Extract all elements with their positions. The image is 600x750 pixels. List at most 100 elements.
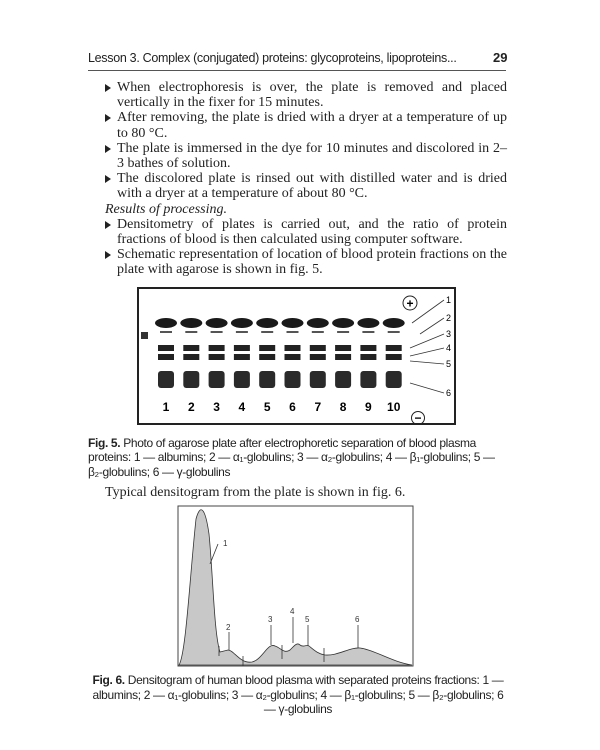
gel-lane: 9 [357, 317, 380, 414]
fig6-intro: Typical densitogram from the plate is sh… [105, 485, 406, 501]
albumin-band [205, 317, 228, 328]
beta-band [335, 353, 352, 360]
alpha2-band [360, 344, 377, 351]
band-label: 4 [446, 343, 451, 353]
band-leader-line [409, 382, 445, 394]
alpha2-band [208, 344, 225, 351]
gamma-band [208, 370, 225, 388]
band-label: 2 [446, 313, 451, 323]
header-rule [88, 70, 506, 71]
gel-lane: 2 [180, 317, 203, 414]
fig6-caption: Fig. 6. Densitogram of human blood plasm… [88, 673, 508, 717]
bullet-icon [105, 251, 111, 260]
alpha1-band [311, 330, 324, 333]
peak-label: 4 [290, 607, 295, 616]
gamma-band [335, 370, 352, 388]
bullet-icon [105, 114, 111, 123]
albumin-band [256, 317, 279, 328]
gamma-band [284, 370, 301, 388]
bullet-item: Schematic representation of location of … [105, 247, 507, 277]
albumin-band [155, 317, 177, 328]
alpha1-band [160, 330, 172, 333]
albumin-band [230, 317, 253, 328]
bullet-text: After removing, the plate is dried with … [117, 110, 507, 141]
band-label: 1 [446, 295, 451, 305]
plus-symbol: + [406, 296, 413, 310]
subheading: Results of processing. [105, 201, 227, 217]
lane-label: 3 [213, 400, 220, 414]
bullet-icon [105, 175, 111, 184]
caption-label: Fig. 6. [92, 673, 126, 688]
beta-band [183, 353, 200, 360]
gel-lane: 7 [306, 317, 329, 414]
bullet-text: The discolored plate is rinsed out with … [117, 171, 507, 202]
gel-lane: 8 [332, 317, 355, 414]
beta-band [360, 353, 377, 360]
alpha1-band [185, 330, 198, 333]
gel-lane: 10 [382, 317, 405, 414]
beta-band [284, 353, 301, 360]
cathode-icon [411, 410, 425, 425]
lane-label: 1 [163, 400, 170, 414]
gamma-band [183, 370, 200, 388]
alpha1-band [235, 330, 248, 333]
beta-band [233, 353, 250, 360]
beta-band [208, 353, 225, 360]
band-leader-line [409, 333, 445, 349]
alpha1-band [261, 330, 274, 333]
alpha2-band [284, 344, 301, 351]
caption-text: Photo of agarose plate after electrophor… [88, 435, 495, 479]
band-label: 5 [446, 359, 451, 369]
lane-label: 7 [314, 400, 321, 414]
beta-band [385, 353, 402, 360]
band-leader-line [411, 299, 445, 323]
albumin-band [281, 317, 304, 328]
gamma-band [385, 370, 402, 388]
gel-lane: 4 [230, 317, 253, 414]
bullet-text: The plate is immersed in the dye for 10 … [117, 140, 507, 172]
alpha2-band [309, 344, 326, 351]
page-number: 29 [493, 50, 508, 65]
bullet-icon [105, 144, 111, 153]
caption-label: Fig. 5. [88, 435, 121, 450]
running-header: Lesson 3. Complex (conjugated) proteins:… [88, 51, 457, 65]
alpha1-band [387, 330, 400, 333]
lane-label: 10 [387, 400, 401, 414]
alpha1-band [286, 330, 299, 333]
peak-label: 5 [305, 615, 310, 624]
gel-lane: 6 [281, 317, 304, 414]
bullet-icon [105, 84, 111, 92]
beta-band [309, 353, 326, 360]
alpha2-band [233, 344, 250, 351]
densitogram-curve [178, 509, 413, 666]
gamma-band [233, 370, 250, 388]
peak-label: 2 [226, 623, 231, 632]
bullet-item: After removing, the plate is dried with … [105, 110, 507, 141]
gamma-band [309, 370, 326, 388]
gel-lane: 5 [256, 317, 279, 414]
lane-label: 2 [188, 400, 195, 414]
gel-lane: 3 [205, 317, 228, 414]
peak-label: 3 [268, 615, 273, 624]
minus-symbol: − [414, 411, 421, 425]
body-text: When electrophoresis is over, the plate … [105, 80, 507, 278]
alpha2-band [259, 344, 276, 351]
sample-marker [141, 331, 148, 339]
band-label: 6 [446, 388, 451, 398]
bullet-text: Schematic representation of location of … [117, 247, 507, 278]
alpha1-band [337, 330, 350, 333]
albumin-band [180, 317, 203, 328]
fig5-caption: Fig. 5. Photo of agarose plate after ele… [88, 436, 508, 480]
caption-text: Densitogram of human blood plasma with s… [92, 673, 504, 717]
beta-band [259, 353, 276, 360]
albumin-band [306, 317, 329, 328]
alpha2-band [183, 344, 200, 351]
band-leader-line [409, 360, 445, 365]
bullet-item: The discolored plate is rinsed out with … [105, 171, 507, 201]
bullet-text: When electrophoresis is over, the plate … [117, 80, 507, 111]
gamma-band [259, 370, 276, 388]
bullet-item: Densitometry of plates is carried out, a… [105, 217, 507, 247]
peak-markers [209, 543, 359, 667]
densitogram-figure: 1 2 3 4 5 6 [177, 505, 414, 667]
alpha2-band [335, 344, 352, 351]
